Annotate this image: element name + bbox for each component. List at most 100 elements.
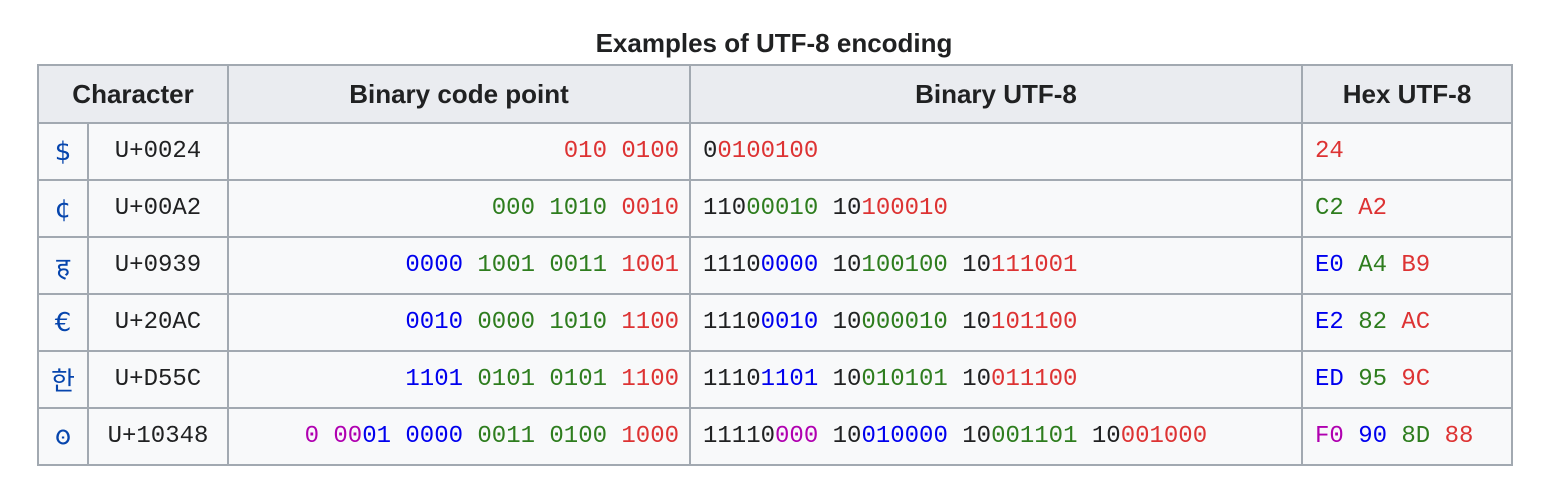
binary-code-point-group: 0010 (405, 309, 463, 336)
hex-utf8-bits: E0 (1315, 252, 1344, 279)
binary-utf8-bits: 100100 (861, 252, 948, 279)
binary-code-point-group: 0000 (405, 252, 463, 279)
binary-code-point-bits: 0 (304, 423, 319, 450)
binary-code-point-bits: 000 (491, 195, 535, 222)
code-point: U+0939 (87, 236, 229, 295)
utf8-examples-table-container: Examples of UTF-8 encoding Character Bin… (37, 22, 1513, 466)
hex-utf8-cell: C2 A2 (1301, 179, 1513, 238)
binary-code-point-group: 0011 (477, 423, 535, 450)
hex-utf8-group: 90 (1358, 423, 1387, 450)
hex-utf8-bits: 8D (1401, 423, 1431, 450)
binary-code-point-group: 1010 (549, 195, 607, 222)
hex-utf8-cell: E2 82 AC (1301, 293, 1513, 352)
character-glyph[interactable]: ¢ (37, 179, 89, 238)
binary-code-point-cell: 000 1010 0010 (227, 179, 691, 238)
binary-code-point-bits: 0101 (549, 366, 607, 393)
binary-code-point-group: 1100 (621, 366, 679, 393)
utf8-examples-table: Character Binary code point Binary UTF-8… (37, 64, 1513, 466)
hex-utf8-group: B9 (1401, 252, 1430, 279)
hex-utf8-cell: F0 90 8D 88 (1301, 407, 1513, 466)
binary-code-point-cell: 010 0100 (227, 122, 691, 181)
hex-utf8-group: 82 (1358, 309, 1387, 336)
binary-utf8-bits: 10 (832, 195, 862, 222)
binary-utf8-group: 11110000 (703, 423, 818, 450)
header-binary-utf8: Binary UTF-8 (689, 64, 1303, 124)
hex-utf8-group: A4 (1358, 252, 1387, 279)
binary-utf8-bits: 001101 (991, 423, 1078, 450)
binary-code-point-group: 1001 (477, 252, 535, 279)
binary-code-point-group: 0 (305, 423, 319, 450)
binary-utf8-group: 10100100 (833, 252, 948, 279)
binary-code-point-bits: 0100 (621, 138, 679, 165)
binary-code-point-bits: 0000 (405, 423, 463, 450)
hex-utf8-group: C2 (1315, 195, 1344, 222)
binary-code-point-group: 1001 (621, 252, 679, 279)
hex-utf8-group: A2 (1358, 195, 1387, 222)
hex-utf8-group: 24 (1315, 138, 1344, 165)
binary-utf8-bits: 110 (703, 195, 747, 222)
hex-utf8-bits: ED (1315, 366, 1344, 393)
binary-utf8-group: 10010000 (833, 423, 948, 450)
binary-code-point-group: 1100 (621, 309, 679, 336)
hex-utf8-bits: E2 (1315, 309, 1344, 336)
hex-utf8-cell: E0 A4 B9 (1301, 236, 1513, 295)
binary-utf8-bits: 1110 (703, 309, 761, 336)
character-glyph[interactable]: 𐍈 (37, 407, 89, 466)
hex-utf8-bits: F0 (1315, 423, 1344, 450)
table-row: € U+20AC 0010 0000 1010 1100 11100010 10000010 1… (37, 293, 1513, 352)
binary-code-point-cell: 0 0001 0000 0011 0100 1000 (227, 407, 691, 466)
binary-utf8-bits: 10 (1091, 423, 1121, 450)
binary-code-point-bits: 0000 (477, 309, 535, 336)
binary-code-point-bits: 0011 (477, 423, 535, 450)
code-point: U+00A2 (87, 179, 229, 238)
binary-code-point-cell: 1101 0101 0101 1100 (227, 350, 691, 409)
hex-utf8-bits: AC (1401, 309, 1431, 336)
hex-utf8-bits: 24 (1315, 138, 1344, 165)
hex-utf8-cell: 24 (1301, 122, 1513, 181)
binary-code-point-cell: 0010 0000 1010 1100 (227, 293, 691, 352)
binary-utf8-bits: 0000 (760, 252, 819, 279)
binary-code-point-bits: 0010 (621, 195, 679, 222)
hex-utf8-bits: C2 (1315, 195, 1344, 222)
header-row: Character Binary code point Binary UTF-8… (37, 64, 1513, 124)
hex-utf8-group: 9C (1401, 366, 1430, 393)
character-glyph[interactable]: 한 (37, 350, 89, 409)
code-point: U+0024 (87, 122, 229, 181)
binary-code-point-cell: 0000 1001 0011 1001 (227, 236, 691, 295)
binary-code-point-group: 0001 (333, 423, 391, 450)
binary-code-point-group: 0000 (477, 309, 535, 336)
character-glyph[interactable]: € (37, 293, 89, 352)
binary-code-point-bits: 0100 (549, 423, 607, 450)
binary-utf8-cell: 11100000 10100100 10111001 (689, 236, 1303, 295)
table-row: ¢ U+00A2 000 1010 0010 11000010 10100010 C2 A2 (37, 179, 1513, 238)
binary-code-point-group: 0101 (477, 366, 535, 393)
binary-code-point-bits: 010 (563, 138, 607, 165)
binary-code-point-bits: 1100 (621, 309, 679, 336)
binary-code-point-bits: 0000 (405, 252, 463, 279)
binary-code-point-bits: 1010 (549, 309, 607, 336)
hex-utf8-bits: 90 (1358, 423, 1388, 450)
binary-code-point-bits: 1000 (621, 423, 679, 450)
binary-utf8-bits: 0010 (760, 309, 819, 336)
binary-code-point-group: 000 (492, 195, 535, 222)
hex-utf8-group: 8D (1401, 423, 1430, 450)
binary-utf8-cell: 11100010 10000010 10101100 (689, 293, 1303, 352)
binary-code-point-bits: 1100 (621, 366, 679, 393)
binary-code-point-group: 0010 (621, 195, 679, 222)
binary-utf8-group: 10111001 (962, 252, 1077, 279)
binary-utf8-cell: 11110000 10010000 10001101 10001000 (689, 407, 1303, 466)
binary-utf8-bits: 10 (962, 423, 992, 450)
character-glyph[interactable]: $ (37, 122, 89, 181)
header-binary-code-point: Binary code point (227, 64, 691, 124)
hex-utf8-bits: 82 (1358, 309, 1388, 336)
binary-utf8-bits: 011100 (991, 366, 1078, 393)
binary-utf8-bits: 10 (962, 366, 992, 393)
binary-code-point-group: 010 (564, 138, 607, 165)
character-glyph[interactable]: ह (37, 236, 89, 295)
binary-utf8-group: 10000010 (833, 309, 948, 336)
hex-utf8-bits: 9C (1401, 366, 1431, 393)
binary-utf8-group: 10011100 (962, 366, 1077, 393)
binary-code-point-group: 0011 (549, 252, 607, 279)
header-character: Character (37, 64, 229, 124)
binary-utf8-group: 11100010 (703, 309, 818, 336)
